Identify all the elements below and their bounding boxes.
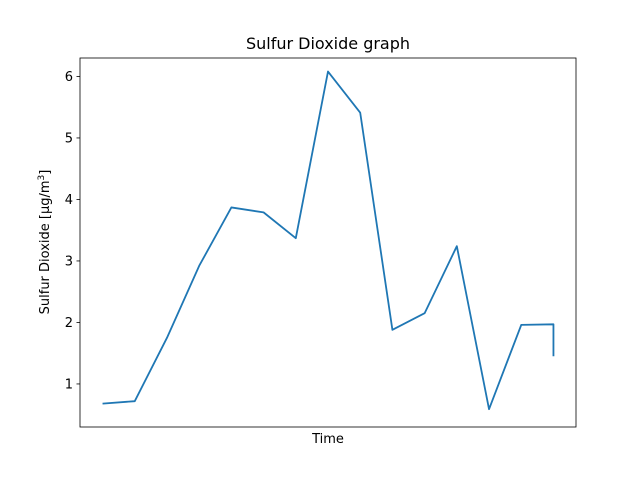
y-axis-label-suffix: ] (38, 170, 53, 175)
y-axis: 1 2 3 4 5 6 (65, 70, 80, 392)
x-axis-label: Time (311, 432, 344, 447)
series-line (102, 70, 555, 411)
y-tick-label: 4 (65, 193, 73, 208)
y-tick-label: 1 (65, 377, 73, 392)
chart-title: Sulfur Dioxide graph (246, 34, 410, 53)
y-axis-label: Sulfur Dioxide [µg/m3] (37, 170, 53, 315)
y-axis-label-superscript: 3 (37, 175, 47, 181)
y-tick-label: 2 (65, 316, 73, 331)
y-tick-label: 6 (65, 70, 73, 85)
y-tick-label: 3 (65, 254, 73, 269)
y-axis-label-main: Sulfur Dioxide [µg/m (38, 180, 53, 314)
axes-frame (79, 57, 577, 428)
plot-area (102, 70, 555, 411)
y-tick-label: 5 (65, 131, 73, 146)
